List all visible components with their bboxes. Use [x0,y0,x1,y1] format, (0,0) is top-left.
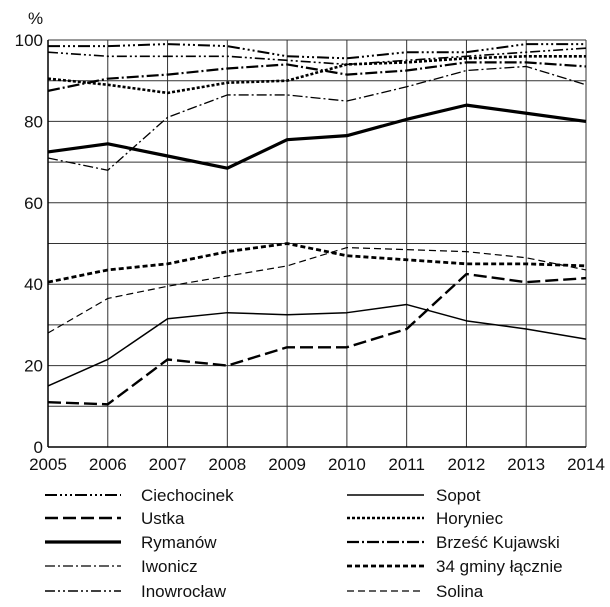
series-line-7 [47,54,586,95]
x-tick-label: 2010 [328,455,366,474]
y-tick-label: 40 [24,275,43,294]
series-line-2 [47,272,587,406]
y-tick-label: 20 [24,357,43,376]
x-tick-label: 2009 [268,455,306,474]
legend-label: Brześć Kujawski [436,533,560,552]
y-axis-label: % [28,9,43,28]
x-tick-label: 2014 [567,455,605,474]
legend-label: Sopot [436,486,481,505]
x-tick-label: 2011 [388,455,425,474]
x-tick-label: 2007 [149,455,187,474]
legend-label: Iwonicz [141,557,198,576]
y-tick-label: 60 [24,194,43,213]
series-line-3 [47,103,587,170]
legend: Ciechocinek Ustka Rymanów Iwonicz Inowrocław… [45,486,563,601]
y-tick-label: 80 [24,112,43,131]
legend-label: 34 gminy łącznie [436,557,563,576]
grid [48,39,587,447]
y-tick-label: 0 [34,438,43,457]
y-tick-label: 100 [15,31,43,50]
x-tick-label: 2012 [448,455,486,474]
x-tick-labels: 2005 2006 2007 2008 2009 2010 2011 2012 2013 2014 [29,455,605,474]
x-tick-label: 2006 [89,455,127,474]
legend-label: Ciechocinek [141,486,234,505]
y-tick-labels: 0 20 40 60 80 100 [15,31,43,457]
legend-label: Inowrocław [141,582,227,601]
series-line-6 [47,303,587,387]
axes [47,40,586,448]
legend-label: Ustka [141,509,185,528]
legend-label: Solina [436,582,484,601]
series-line-4 [47,65,587,171]
x-tick-label: 2005 [29,455,67,474]
x-tick-label: 2008 [208,455,246,474]
x-tick-label: 2013 [507,455,545,474]
series-line-8 [47,61,587,92]
series-lines [47,43,587,406]
series-line-9 [47,242,587,284]
series-line-10 [47,246,587,334]
legend-label: Rymanów [141,533,217,552]
legend-label: Horyniec [436,509,504,528]
